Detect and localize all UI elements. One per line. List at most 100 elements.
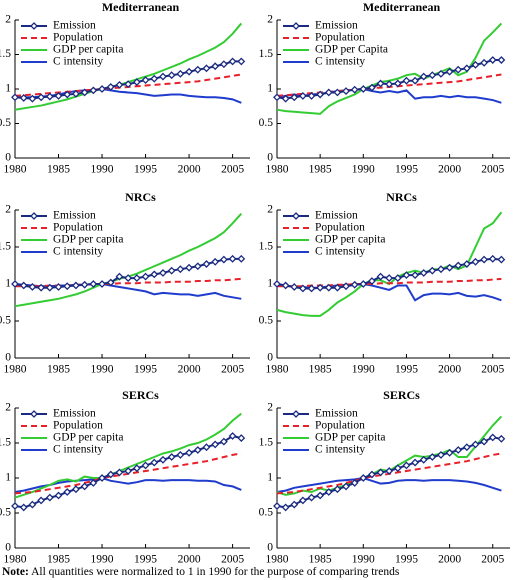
point-marker (324, 88, 333, 97)
point-marker (411, 458, 419, 467)
y-tick-label: 0 (5, 352, 11, 364)
point-marker (333, 283, 342, 292)
panel: Mediterranean 0 0.5 1 1.5 2 1980 1985 1990 1995 20… (0, 0, 250, 176)
legend-label: Population (53, 420, 103, 432)
point-marker (316, 90, 325, 99)
point-marker (437, 450, 445, 459)
point-marker (402, 461, 411, 470)
point-marker (37, 496, 46, 505)
legend-label: Emission (53, 210, 96, 222)
x-tick-label: 1985 (309, 554, 332, 566)
point-marker (45, 493, 54, 502)
y-tick-label: 0 (267, 352, 273, 364)
point-marker (454, 261, 463, 270)
point-marker (176, 69, 185, 78)
point-marker (350, 478, 359, 487)
point-marker (307, 493, 316, 502)
point-marker (290, 93, 299, 102)
legend-marker (292, 212, 300, 220)
point-marker (488, 254, 497, 263)
legend-marker (292, 22, 300, 30)
x-tick-label: 2000 (178, 164, 201, 176)
point-marker (211, 440, 220, 449)
point-marker (273, 93, 281, 102)
point-marker (350, 280, 359, 289)
point-marker (368, 470, 376, 479)
x-tick-label: 2005 (481, 364, 504, 376)
point-marker (159, 455, 167, 464)
x-tick-label: 1990 (91, 364, 114, 376)
point-marker (385, 80, 394, 89)
legend-label: GDP per capita (53, 234, 123, 246)
point-marker (480, 58, 489, 67)
x-tick-label: 1985 (309, 164, 332, 176)
point-marker (141, 461, 150, 470)
point-marker (54, 283, 63, 291)
note-label: Note: (2, 566, 29, 578)
point-marker (106, 278, 115, 287)
point-marker (219, 437, 228, 446)
point-marker (89, 86, 98, 95)
y-tick-label: 0.5 (259, 117, 274, 129)
point-marker (316, 283, 325, 292)
point-marker (80, 280, 89, 289)
panel-title: NRCs (125, 190, 156, 204)
point-marker (150, 270, 159, 279)
point-marker (376, 468, 385, 477)
point-marker (115, 468, 124, 477)
point-marker (290, 283, 299, 291)
x-tick-label: 1980 (4, 554, 27, 566)
x-tick-label: 1990 (352, 164, 375, 176)
point-marker (28, 500, 37, 509)
point-marker (342, 482, 350, 491)
point-marker (437, 265, 445, 274)
panel-title: Mediterranean (363, 0, 441, 14)
panel: NRCs 0 0.5 1 1.5 2 1980 1985 1990 1995 2000 2005 Emi… (0, 190, 250, 376)
point-marker (89, 280, 98, 288)
x-tick-label: 1980 (4, 364, 27, 376)
series-line (276, 87, 502, 104)
point-marker (237, 434, 246, 443)
x-tick-label: 1995 (395, 554, 418, 566)
y-tick-label: 1.5 (0, 241, 11, 253)
point-marker (428, 453, 437, 461)
note-text: All quantities were normalized to 1 in 1… (31, 566, 400, 578)
point-marker (150, 74, 159, 83)
x-tick-label: 2000 (438, 364, 461, 376)
point-marker (324, 283, 333, 292)
point-marker (419, 268, 428, 277)
series-line (15, 277, 242, 288)
point-marker (63, 282, 72, 291)
legend-label: GDP per Capita (315, 44, 388, 56)
y-tick-label: 0.5 (259, 315, 274, 327)
series-line (276, 476, 502, 493)
x-tick-label: 2005 (481, 554, 504, 566)
legend-label: C intensity (53, 444, 103, 456)
point-marker (72, 281, 80, 290)
x-tick-label: 1990 (91, 164, 114, 176)
panel: SERCs 0 0.5 1 1.5 2 1980 1985 1990 1995 2000 2005 Em… (0, 388, 250, 566)
point-marker (115, 272, 124, 281)
x-tick-label: 1980 (266, 364, 289, 376)
point-marker (54, 91, 63, 100)
y-tick-label: 1 (5, 278, 11, 290)
point-marker (185, 263, 193, 272)
point-marker (80, 88, 89, 97)
point-marker (150, 458, 159, 467)
point-marker (342, 282, 350, 291)
point-marker (350, 85, 359, 94)
point-marker (89, 478, 98, 487)
point-marker (185, 448, 193, 457)
point-marker (72, 485, 80, 494)
point-marker (273, 502, 281, 510)
point-marker (393, 274, 402, 282)
point-marker (462, 260, 471, 268)
point-marker (471, 60, 480, 69)
point-marker (159, 72, 167, 81)
x-tick-label: 1990 (352, 364, 375, 376)
point-marker (333, 88, 342, 97)
point-marker (428, 71, 437, 80)
x-tick-label: 1985 (47, 364, 70, 376)
y-tick-label: 1 (267, 278, 273, 290)
point-marker (132, 274, 141, 282)
